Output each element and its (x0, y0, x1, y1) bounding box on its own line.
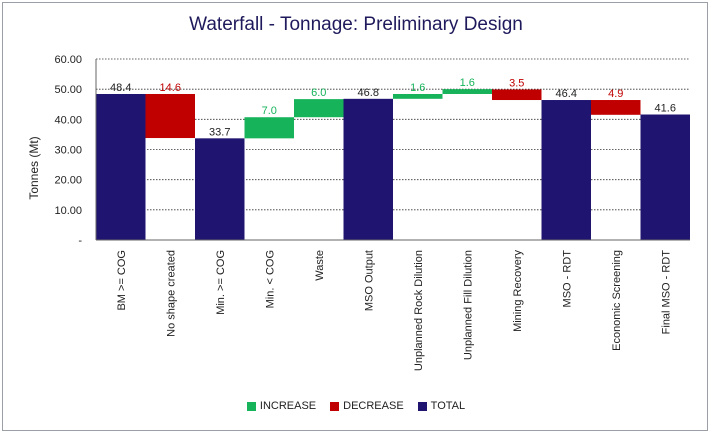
legend-label-total: TOTAL (430, 400, 466, 412)
x-tick-label: BM >= COG (116, 250, 128, 311)
data-label: 3.5 (509, 77, 524, 89)
bar-increase (244, 117, 294, 139)
data-label: 6.0 (311, 87, 326, 99)
bar-increase (442, 89, 492, 94)
y-tick-label: 60.00 (54, 54, 82, 66)
y-tick-label: 50.00 (54, 84, 82, 96)
legend-label-decrease: DECREASE (343, 400, 404, 412)
data-label: 7.0 (262, 105, 277, 117)
data-label: 46.8 (358, 87, 379, 99)
data-label: 4.9 (608, 88, 623, 100)
bar-decrease (145, 93, 195, 139)
x-tick-label: Unplanned Fill Dilution (462, 250, 474, 360)
y-axis-label: Tonnes (Mt) (27, 136, 41, 199)
y-tick-label: 30.00 (54, 145, 82, 157)
data-label: 46.4 (556, 88, 577, 100)
x-tick-label: Mining Recovery (512, 250, 524, 332)
x-tick-label: Min. < COG (264, 250, 276, 308)
data-label: 14.6 (160, 82, 181, 94)
legend-label-increase: INCREASE (259, 400, 317, 412)
legend: INCREASE DECREASE TOTAL (0, 400, 712, 412)
data-label: 33.7 (209, 126, 230, 138)
x-tick-label: Economic Screening (611, 250, 623, 351)
x-tick-label: MSO Output (363, 250, 375, 311)
data-label: 48.4 (110, 82, 131, 94)
y-tick-label: 10.00 (54, 205, 82, 217)
y-tick-label: 40.00 (54, 114, 82, 126)
data-label: 1.6 (460, 77, 475, 89)
x-tick-label: Unplanned Rock Dilution (413, 250, 425, 371)
y-tick-label: 20.00 (54, 175, 82, 187)
x-tick-label: No shape created (165, 250, 177, 337)
bar-decrease (591, 100, 641, 115)
bar-decrease (492, 89, 542, 101)
legend-swatch-decrease (330, 401, 340, 411)
bar-increase (294, 99, 344, 118)
bar-total (343, 98, 393, 240)
chart-title: Waterfall - Tonnage: Preliminary Design (189, 14, 523, 35)
data-label: 1.6 (410, 82, 425, 94)
y-tick-label: - (78, 235, 82, 247)
x-tick-label: Waste (314, 250, 326, 281)
legend-item-decrease: DECREASE (330, 400, 404, 412)
x-tick-label: MSO - RDT (561, 250, 573, 308)
bar-total (640, 114, 690, 240)
bar-total (541, 100, 591, 240)
legend-swatch-increase (246, 401, 256, 411)
x-tick-label: Min. >= COG (215, 250, 227, 315)
bar-increase (393, 93, 443, 99)
x-tick-label: Final MSO - RDT (660, 250, 672, 335)
bar-total (195, 138, 245, 240)
legend-item-increase: INCREASE (246, 400, 317, 412)
bar-total (96, 93, 146, 240)
legend-item-total: TOTAL (417, 400, 466, 412)
data-label: 41.6 (655, 103, 676, 115)
legend-swatch-total (417, 401, 427, 411)
